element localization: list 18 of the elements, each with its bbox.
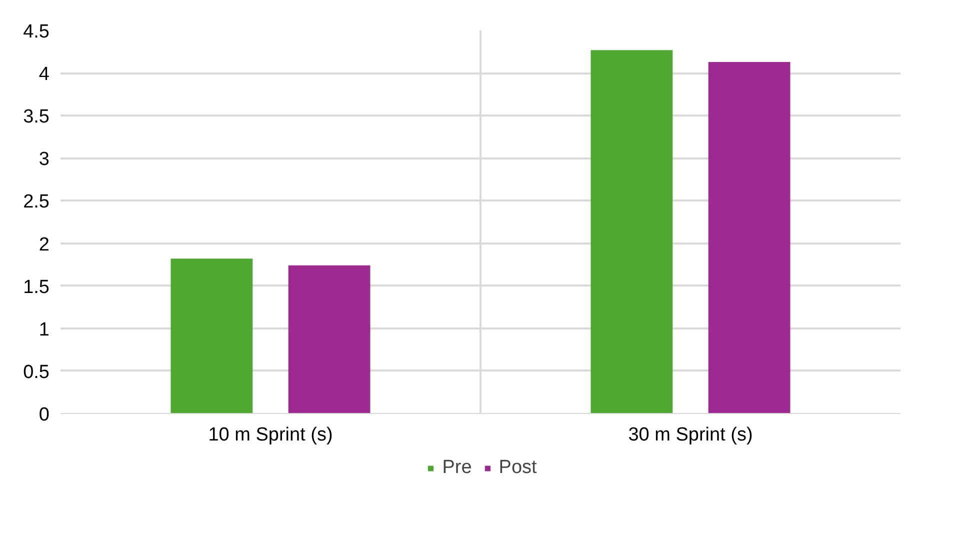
y-tick-label: 4 <box>38 64 50 86</box>
x-tick-label: 30 m Sprint (s) <box>628 424 753 446</box>
bar <box>590 50 673 414</box>
bar <box>170 258 253 414</box>
legend-label: Pre <box>442 457 472 479</box>
y-tick-label: 1.5 <box>23 276 50 298</box>
y-tick-label: 3 <box>38 149 50 170</box>
y-tick-label: 1 <box>38 319 50 340</box>
y-tick-label: 2.5 <box>23 192 50 213</box>
bar <box>708 62 790 414</box>
y-tick-label: 4.5 <box>23 22 50 42</box>
y-tick-label: 3.5 <box>23 106 50 128</box>
y-tick-label: 2 <box>38 234 50 256</box>
y-tick-label: 0.5 <box>23 362 50 383</box>
bar <box>288 265 370 414</box>
x-tick-label: 10 m Sprint (s) <box>208 424 333 446</box>
y-tick-label: 0 <box>38 404 50 426</box>
legend-label: Post <box>498 457 537 479</box>
